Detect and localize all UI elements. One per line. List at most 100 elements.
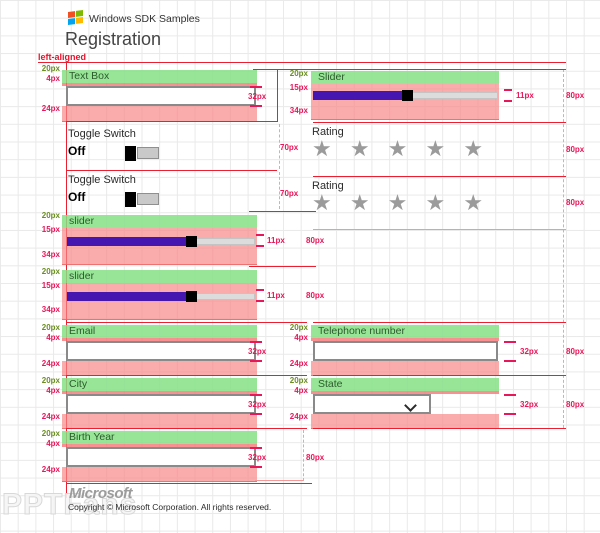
measure-tick [504, 341, 516, 343]
redline-top-guide [38, 62, 566, 63]
birth-year-input[interactable] [66, 447, 256, 467]
slider-thumb[interactable] [186, 236, 197, 247]
measure-20px: 20px [289, 323, 308, 332]
toggle-track [136, 147, 159, 159]
email-input[interactable] [66, 341, 256, 361]
field-label-email: Email [62, 325, 257, 338]
spacing-strip [311, 361, 499, 376]
redline-separator [313, 176, 566, 177]
city-input[interactable] [66, 394, 256, 414]
logo-pane [68, 18, 75, 26]
measure-80px: 80px [306, 236, 325, 245]
redline-bracket [277, 69, 278, 122]
measure-80px: 80px [566, 198, 585, 207]
state-combobox[interactable] [313, 394, 431, 414]
redline-bracket [255, 480, 303, 481]
measure-24px: 24px [289, 359, 308, 368]
toggle-switch[interactable] [125, 191, 159, 207]
measure-80px: 80px [566, 400, 585, 409]
page-title: Registration [65, 29, 162, 49]
chevron-down-icon [404, 399, 417, 412]
redline-dashed-guide [279, 124, 280, 169]
field-label-state: State [311, 378, 499, 391]
field-label-slider: slider [62, 215, 257, 228]
slider-fill [313, 91, 404, 100]
measure-32px: 32px [520, 400, 539, 409]
measure-80px: 80px [566, 91, 585, 100]
redline-separator [249, 266, 316, 267]
windows-logo-icon [68, 9, 83, 26]
measure-4px: 4px [46, 439, 60, 448]
measure-34px: 34px [289, 106, 308, 115]
measure-tick [250, 394, 262, 396]
measure-4px: 4px [294, 386, 308, 395]
measure-tick [256, 245, 264, 247]
measure-20px: 20px [41, 64, 60, 73]
redline-separator [66, 375, 307, 376]
measure-20px: 20px [41, 211, 60, 220]
measure-tick [504, 394, 516, 396]
measure-34px: 34px [41, 305, 60, 314]
measure-11px: 11px [267, 236, 285, 245]
measure-tick [256, 289, 264, 291]
redline-separator [66, 428, 307, 429]
field-label-city: City [62, 378, 257, 391]
field-label-textbox: Text Box [62, 70, 257, 83]
measure-tick [504, 413, 516, 415]
measure-11px: 11px [267, 291, 285, 300]
redline-separator [313, 122, 566, 123]
slider-fill [67, 292, 188, 301]
toggle-state-label: Off [68, 190, 86, 204]
measure-11px: 11px [516, 91, 534, 100]
measure-tick [250, 105, 262, 107]
telephone-input[interactable] [313, 341, 498, 361]
measure-tick [256, 234, 264, 236]
spacing-strip [311, 338, 499, 341]
measure-15px: 15px [289, 83, 308, 92]
measure-80px: 80px [566, 145, 585, 154]
measure-tick [250, 413, 262, 415]
measure-80px: 80px [566, 347, 585, 356]
rating-stars[interactable]: ★ ★ ★ ★ ★ [312, 136, 490, 161]
measure-20px: 20px [41, 429, 60, 438]
measure-tick [250, 86, 262, 88]
textbox-input[interactable] [66, 86, 256, 106]
measure-4px: 4px [46, 74, 60, 83]
measure-4px: 4px [46, 333, 60, 342]
measure-32px: 32px [248, 400, 267, 409]
toggle-thumb [125, 191, 136, 207]
measure-20px: 20px [41, 376, 60, 385]
measure-80px: 80px [306, 453, 325, 462]
measure-34px: 34px [41, 250, 60, 259]
spacing-strip [62, 106, 257, 122]
redline-separator [66, 483, 312, 484]
toggle-switch[interactable] [125, 145, 159, 161]
measure-20px: 20px [289, 69, 308, 78]
field-label-slider: Slider [311, 71, 499, 84]
redline-separator [253, 69, 566, 70]
spacing-strip [311, 391, 499, 394]
measure-24px: 24px [289, 412, 308, 421]
slider-thumb[interactable] [186, 291, 197, 302]
logo-pane [76, 9, 83, 17]
measure-24px: 24px [41, 359, 60, 368]
toggle-track [136, 193, 159, 205]
spacing-strip [62, 467, 257, 482]
measure-32px: 32px [248, 347, 267, 356]
measure-20px: 20px [41, 267, 60, 276]
slider-thumb[interactable] [402, 90, 413, 101]
field-label-telephone: Telephone number [311, 325, 499, 338]
spacing-strip [62, 444, 257, 447]
spacing-strip [62, 338, 257, 341]
redline-separator [66, 121, 277, 122]
measure-32px: 32px [520, 347, 539, 356]
rating-stars[interactable]: ★ ★ ★ ★ ★ [312, 190, 490, 215]
measure-4px: 4px [46, 386, 60, 395]
field-label-toggle: Toggle Switch [68, 174, 136, 186]
measure-15px: 15px [41, 281, 60, 290]
redline-separator [313, 322, 566, 323]
toggle-state-label: Off [68, 144, 86, 158]
redline-separator [66, 170, 277, 171]
spacing-strip [62, 283, 257, 320]
measure-24px: 24px [41, 104, 60, 113]
